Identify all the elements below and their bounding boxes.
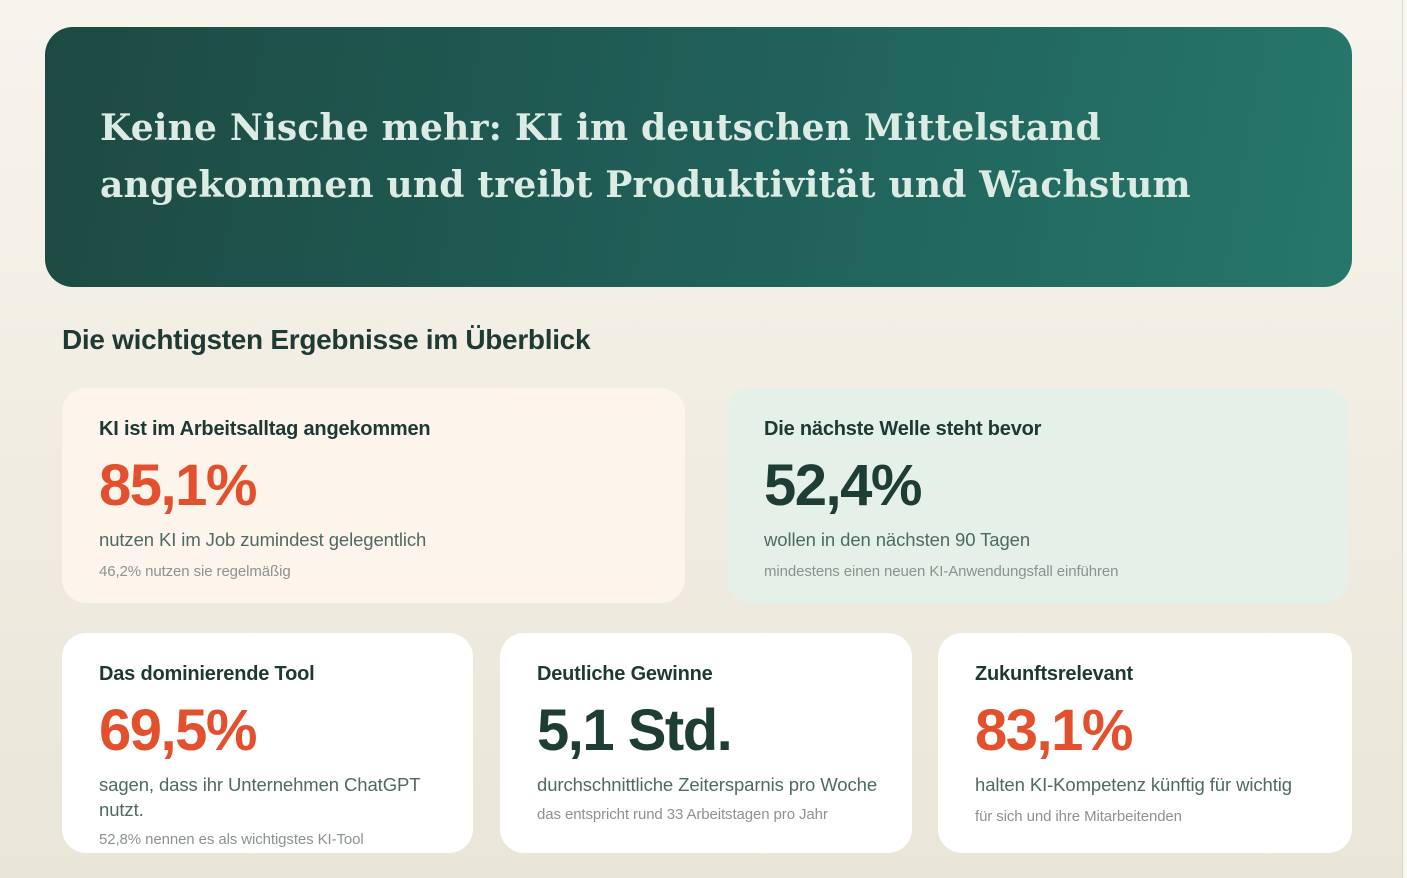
- hero-title: Keine Nische mehr: KI im deutschen Mitte…: [45, 100, 1191, 214]
- stat-subtitle: sagen, dass ihr Unternehmen ChatGPT nutz…: [99, 773, 421, 820]
- stat-note: das entspricht rund 33 Arbeitstagen pro …: [537, 805, 828, 823]
- stat-card-naechste-welle: Die nächste Welle steht bevor 52,4% woll…: [727, 388, 1348, 603]
- stat-value: 83,1%: [975, 698, 1133, 763]
- stat-subtitle: halten KI-Kompetenz künftig für wichtig: [975, 773, 1292, 795]
- stat-note: mindestens einen neuen KI-Anwendungsfall…: [764, 562, 1119, 580]
- stat-card-zukunftsrelevant: Zukunftsrelevant 83,1% halten KI-Kompete…: [938, 633, 1352, 853]
- stat-subtitle: durchschnittliche Zeitersparnis pro Woch…: [537, 773, 878, 795]
- stat-value: 52,4%: [764, 453, 922, 518]
- stat-note: für sich und ihre Mitarbeitenden: [975, 807, 1182, 825]
- card-title: Das dominierende Tool: [99, 663, 315, 685]
- card-title: Die nächste Welle steht bevor: [764, 418, 1042, 440]
- stat-value: 5,1 Std.: [537, 698, 733, 763]
- hero-title-line-1: Keine Nische mehr: KI im deutschen Mitte…: [100, 107, 1101, 149]
- hero-title-line-2: angekommen und treibt Produktivität und …: [100, 164, 1191, 206]
- stat-card-dominierendes-tool: Das dominierende Tool 69,5% sagen, dass …: [62, 633, 473, 853]
- hero-banner: Keine Nische mehr: KI im deutschen Mitte…: [45, 27, 1352, 287]
- card-title: Deutliche Gewinne: [537, 663, 713, 685]
- card-title: Zukunftsrelevant: [975, 663, 1133, 685]
- stat-card-ki-arbeitsalltag: KI ist im Arbeitsalltag angekommen 85,1%…: [62, 388, 685, 603]
- scrollbar-track[interactable]: [1402, 0, 1407, 878]
- stat-note: 46,2% nutzen sie regelmäßig: [99, 562, 291, 580]
- stat-card-deutliche-gewinne: Deutliche Gewinne 5,1 Std. durchschnittl…: [500, 633, 912, 853]
- section-heading: Die wichtigsten Ergebnisse im Überblick: [62, 324, 591, 355]
- stat-value: 85,1%: [99, 453, 257, 518]
- stat-subtitle: wollen in den nächsten 90 Tagen: [764, 528, 1031, 550]
- stat-note: 52,8% nennen es als wichtigstes KI-Tool: [99, 830, 364, 848]
- stat-value: 69,5%: [99, 698, 257, 763]
- card-title: KI ist im Arbeitsalltag angekommen: [99, 418, 431, 440]
- stat-subtitle: nutzen KI im Job zumindest gelegentlich: [99, 528, 427, 550]
